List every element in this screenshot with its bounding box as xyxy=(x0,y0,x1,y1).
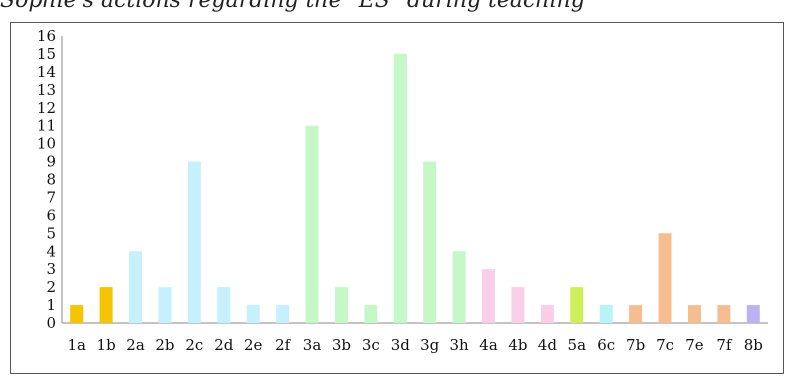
bar xyxy=(511,287,525,323)
bar xyxy=(599,305,613,323)
x-tick-label: 2c xyxy=(185,336,203,354)
bar xyxy=(746,305,760,323)
bar xyxy=(482,269,496,323)
x-tick-label: 4d xyxy=(538,336,558,354)
y-tick-label: 3 xyxy=(46,260,56,278)
x-tick-labels: 1a 1b 2a 2b 2c 2d 2e 2f 3a 3b 3c 3d 3g 3h 4a 4b 4d 5a 6c 7b… xyxy=(67,336,762,354)
bar xyxy=(687,305,701,323)
y-tick-label: 6 xyxy=(46,206,56,224)
x-tick-label: 3a xyxy=(303,336,322,354)
x-tick-label: 3c xyxy=(362,336,380,354)
bar xyxy=(629,305,643,323)
x-tick-label: 3g xyxy=(420,336,440,354)
x-tick-label: 8b xyxy=(744,336,763,354)
x-tick-label: 7f xyxy=(716,336,733,354)
x-tick-label: 2f xyxy=(275,336,292,354)
y-tick-label: 1 xyxy=(46,296,56,314)
bar xyxy=(246,305,260,323)
x-tick-label: 2b xyxy=(155,336,174,354)
bar xyxy=(452,251,466,323)
x-tick-label: 2d xyxy=(214,336,234,354)
bar xyxy=(70,305,84,323)
y-tick-label: 15 xyxy=(37,45,56,63)
bar xyxy=(99,287,113,323)
bar xyxy=(570,287,584,323)
bar xyxy=(334,287,348,323)
bar xyxy=(423,161,437,323)
y-tick-label: 13 xyxy=(37,81,56,99)
bar xyxy=(658,233,672,323)
x-tick-label: 1b xyxy=(97,336,116,354)
x-tick-label: 3d xyxy=(391,336,411,354)
x-tick-label: 4b xyxy=(508,336,527,354)
x-tick-label: 7b xyxy=(626,336,645,354)
y-tick-label: 14 xyxy=(37,63,56,81)
y-tick-label: 0 xyxy=(46,314,56,332)
y-tick-label: 7 xyxy=(46,188,56,206)
bar xyxy=(158,287,172,323)
x-tick-label: 1a xyxy=(67,336,86,354)
bar xyxy=(276,305,290,323)
y-tick-label: 9 xyxy=(46,153,56,171)
bar xyxy=(217,287,231,323)
x-tick-label: 3b xyxy=(332,336,351,354)
x-tick-label: 7c xyxy=(656,336,674,354)
x-tick-label: 7e xyxy=(685,336,704,354)
bar xyxy=(305,125,319,323)
y-tick-label: 16 xyxy=(37,27,56,45)
axes xyxy=(61,36,768,324)
y-tick-label: 4 xyxy=(46,242,56,260)
y-tick-label: 8 xyxy=(46,171,56,189)
chart-title: Sophie's actions regarding the "ES" duri… xyxy=(0,0,585,13)
y-tick-label: 10 xyxy=(37,135,56,153)
x-tick-label: 2a xyxy=(126,336,145,354)
x-tick-label: 6c xyxy=(597,336,615,354)
bar xyxy=(187,161,201,323)
x-tick-label: 2e xyxy=(244,336,263,354)
y-tick-label: 2 xyxy=(46,278,56,296)
bar xyxy=(540,305,554,323)
bar xyxy=(393,53,407,323)
x-tick-label: 5a xyxy=(568,336,587,354)
bar xyxy=(129,251,143,323)
bar xyxy=(364,305,378,323)
y-tick-label: 12 xyxy=(37,99,56,117)
y-tick-label: 5 xyxy=(46,224,56,242)
x-tick-label: 4a xyxy=(479,336,498,354)
y-tick-label: 11 xyxy=(37,117,56,135)
x-tick-label: 3h xyxy=(450,336,470,354)
bar xyxy=(717,305,731,323)
bars xyxy=(70,53,760,323)
